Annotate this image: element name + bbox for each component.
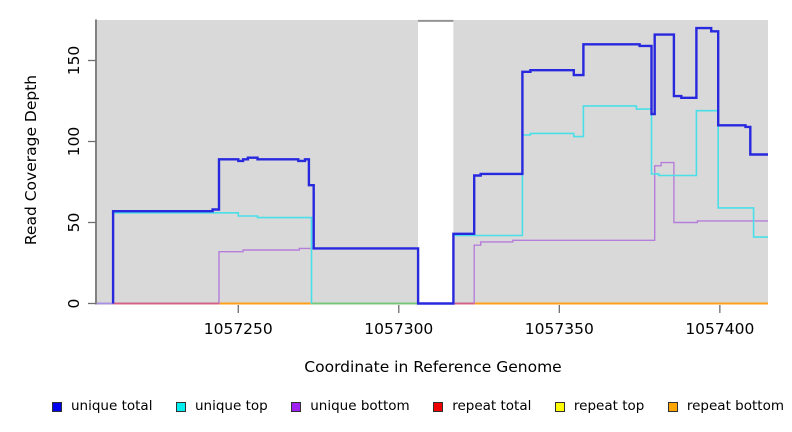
series-line-unique-top: [112, 105, 768, 305]
legend-label: unique bottom: [310, 398, 410, 415]
series-line-unique-bottom: [97, 161, 768, 305]
legend-swatch-icon: [176, 402, 186, 412]
panel-left: [97, 20, 419, 305]
panel-right: [453, 20, 768, 305]
x-tick-label: 1057400: [685, 320, 754, 338]
legend-item-repeat-bottom: repeat bottom: [667, 398, 784, 415]
legend-label: unique top: [195, 398, 268, 415]
legend-item-unique-total: unique total: [52, 400, 152, 414]
x-axis-title: Coordinate in Reference Genome: [304, 358, 562, 376]
y-tick-label: 0: [65, 299, 83, 309]
x-tick-label: 1057250: [204, 320, 273, 338]
y-tick-label: 100: [65, 127, 83, 157]
legend-label: repeat top: [573, 398, 645, 415]
legend-swatch-icon: [667, 402, 678, 412]
legend-swatch-icon: [554, 402, 565, 412]
legend: unique total unique top unique bottom repea…: [52, 398, 784, 416]
legend-swatch-icon: [433, 402, 444, 412]
y-tick-label: 50: [65, 213, 83, 233]
legend-label: repeat total: [452, 398, 532, 415]
series-line-unique-total: [111, 26, 768, 305]
legend-label: repeat bottom: [686, 398, 784, 415]
legend-label: unique total: [71, 398, 153, 415]
legend-item-repeat-top: repeat top: [554, 398, 645, 415]
y-tick-label: 150: [65, 46, 83, 76]
legend-swatch-icon: [291, 402, 302, 412]
x-tick-label: 1057300: [364, 320, 433, 338]
legend-swatch-icon: [52, 402, 62, 412]
legend-item-unique-top: unique top: [176, 400, 268, 414]
legend-item-unique-bottom: unique bottom: [291, 398, 410, 415]
y-axis-title: Read Coverage Depth: [22, 74, 40, 246]
x-tick-label: 1057350: [525, 320, 594, 338]
legend-item-repeat-total: repeat total: [433, 400, 531, 414]
